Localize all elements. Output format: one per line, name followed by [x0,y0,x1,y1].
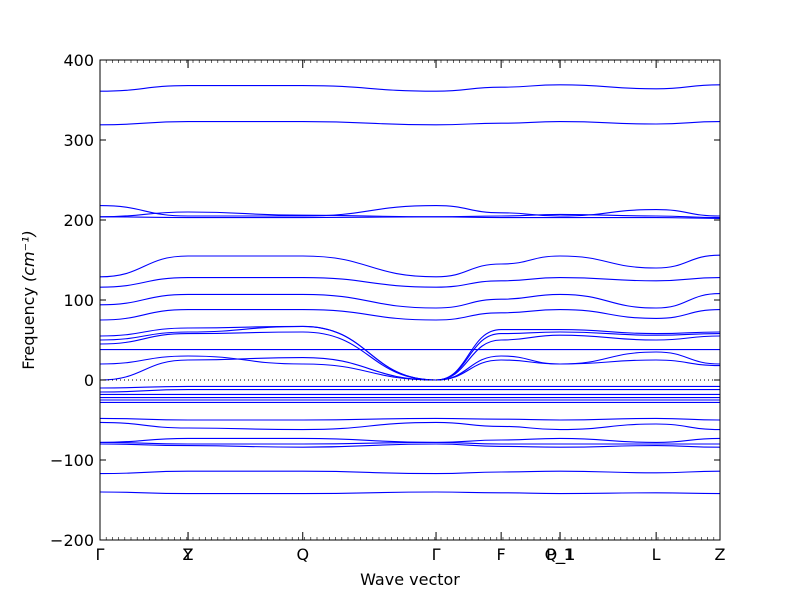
y-tick-label: 0 [84,371,94,390]
band-line [99,443,721,448]
y-axis-label: Frequency (cm⁻¹) [19,230,38,369]
band-line [99,84,721,92]
y-tick-label: 300 [63,131,94,150]
band-line [99,421,721,431]
plot-frame [99,59,721,541]
band-line [99,293,721,309]
band-line [99,441,720,445]
band-line [99,216,721,219]
x-tick-label: Z [715,545,726,564]
band-line [99,357,721,381]
x-tick-label: Y [182,545,193,564]
y-tick-label: 200 [63,211,94,230]
x-tick-label: F [497,545,506,564]
x-axis-label: Wave vector [360,570,460,589]
y-tick-label: −100 [50,451,94,470]
plot-background [100,60,720,540]
band-line [99,385,720,389]
band-line [99,470,721,475]
y-tick-label: −200 [50,531,94,550]
band-lines [99,84,721,495]
y-tick-label: 400 [63,51,94,70]
x-axis-ticks: Γ YZ Q Γ F P_1Q_1 L Z [96,60,726,565]
band-line [99,309,721,321]
y-axis-label-text: Frequency [19,287,38,370]
x-tick-label: L [652,545,661,564]
band-line [99,254,721,278]
band-line [99,121,721,126]
y-axis-label-unit: (cm⁻¹) [19,230,38,282]
band-line [99,277,721,288]
y-tick-label: 100 [63,291,94,310]
band-line [99,417,721,421]
x-tick-label: Q [296,545,309,564]
band-line [99,331,721,381]
x-tick-label: P_1 [546,545,574,565]
x-tick-label: Z [183,545,194,564]
band-line [99,389,720,393]
x-tick-label: Q_1 [545,545,576,565]
x-tick-label: Γ [96,545,105,564]
y-axis-ticks: −200 −100 0 100 200 300 400 [50,51,720,550]
band-line [99,491,721,495]
x-tick-label: Γ [432,545,441,564]
band-line [99,205,721,217]
